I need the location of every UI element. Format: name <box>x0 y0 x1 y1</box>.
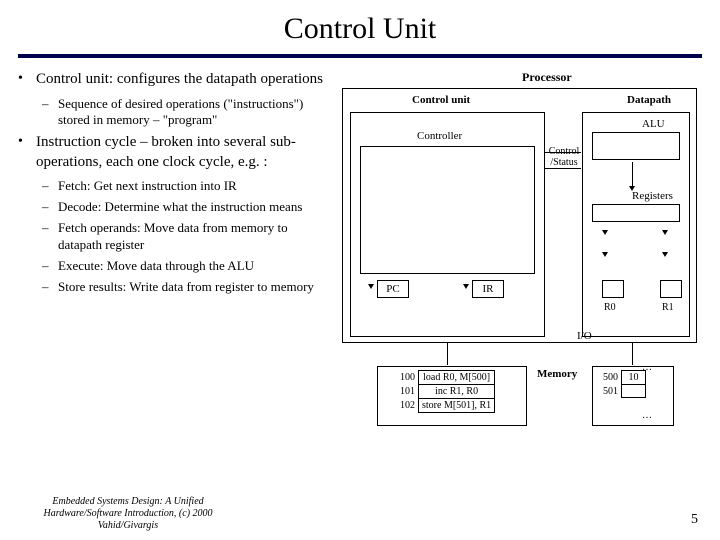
dash-marker: – <box>42 96 58 130</box>
page-number: 5 <box>691 512 698 528</box>
bullet-text: Decode: Determine what the instruction m… <box>58 199 302 216</box>
registers-box <box>592 204 680 222</box>
triangle-icon <box>629 186 635 191</box>
r1-label: R1 <box>662 302 674 313</box>
arrow-line <box>447 343 448 365</box>
bullet-text: Execute: Move data through the ALU <box>58 258 254 275</box>
memory-label: Memory <box>537 368 577 380</box>
bullet-2d: – Execute: Move data through the ALU <box>42 258 334 275</box>
instr-cell: inc R1, R0 <box>419 385 495 399</box>
addr-cell: 100 <box>397 371 419 385</box>
bullet-list: • Control unit: configures the datapath … <box>18 70 334 470</box>
triangle-icon <box>662 252 668 257</box>
table-row: 501 <box>600 385 646 398</box>
bullet-text: Sequence of desired operations ("instruc… <box>58 96 334 130</box>
content-area: • Control unit: configures the datapath … <box>18 70 702 470</box>
arrow-line <box>632 343 633 365</box>
table-row: 101inc R1, R0 <box>397 385 495 399</box>
dash-marker: – <box>42 199 58 216</box>
ellipsis-icon: … <box>642 410 654 421</box>
bullet-text: Instruction cycle – broken into several … <box>36 133 334 172</box>
program-memory-table: 100load R0, M[500] 101inc R1, R0 102stor… <box>397 370 495 413</box>
alu-label: ALU <box>642 118 665 130</box>
footer-citation: Embedded Systems Design: A Unified Hardw… <box>18 496 238 532</box>
arrow-line <box>545 152 581 153</box>
arrow-line <box>632 162 633 188</box>
slide: Control Unit • Control unit: configures … <box>0 0 720 540</box>
addr-cell: 500 <box>600 371 622 385</box>
bullet-text: Fetch: Get next instruction into IR <box>58 178 237 195</box>
ellipsis-icon: … <box>642 362 654 373</box>
triangle-icon <box>602 230 608 235</box>
arrow-line <box>545 168 581 169</box>
addr-cell: 501 <box>600 385 622 398</box>
processor-diagram: Processor Control unit Datapath Controll… <box>342 70 702 470</box>
bullet-2: • Instruction cycle – broken into severa… <box>18 133 334 172</box>
dash-marker: – <box>42 258 58 275</box>
pc-text: PC <box>386 283 399 295</box>
bullet-text: Control unit: configures the datapath op… <box>36 70 323 90</box>
addr-cell: 102 <box>397 399 419 413</box>
ir-text: IR <box>483 283 494 295</box>
title-underline <box>18 54 702 58</box>
triangle-icon <box>463 284 469 289</box>
control-unit-label: Control unit <box>412 94 470 106</box>
table-row: 102store M[501], R1 <box>397 399 495 413</box>
bullet-2a: – Fetch: Get next instruction into IR <box>42 178 334 195</box>
bullet-text: Store results: Write data from register … <box>58 279 314 296</box>
bullet-text: Fetch operands: Move data from memory to… <box>58 220 334 254</box>
dash-marker: – <box>42 279 58 296</box>
triangle-icon <box>602 252 608 257</box>
instr-cell: load R0, M[500] <box>419 371 495 385</box>
table-row: 50010 <box>600 371 646 385</box>
r1-box <box>660 280 682 298</box>
bullet-marker: • <box>18 133 36 172</box>
val-cell <box>622 385 646 398</box>
bullet-1: • Control unit: configures the datapath … <box>18 70 334 90</box>
footer-line1: Embedded Systems Design: A Unified <box>52 496 203 507</box>
instr-cell: store M[501], R1 <box>419 399 495 413</box>
registers-label: Registers <box>632 190 673 202</box>
processor-label: Processor <box>522 70 572 85</box>
bullet-2c: – Fetch operands: Move data from memory … <box>42 220 334 254</box>
dash-marker: – <box>42 178 58 195</box>
triangle-icon <box>662 230 668 235</box>
bullet-marker: • <box>18 70 36 90</box>
io-label: I/O <box>577 330 592 342</box>
triangle-icon <box>368 284 374 289</box>
controller-label: Controller <box>417 130 462 142</box>
bullet-2b: – Decode: Determine what the instruction… <box>42 199 334 216</box>
bullet-1a: – Sequence of desired operations ("instr… <box>42 96 334 130</box>
control-status-label: Control /Status <box>548 146 580 168</box>
alu-box <box>592 132 680 160</box>
pc-box: PC <box>377 280 409 298</box>
addr-cell: 101 <box>397 385 419 399</box>
table-row: 100load R0, M[500] <box>397 371 495 385</box>
dash-marker: – <box>42 220 58 254</box>
data-memory-table: 50010 501 <box>600 370 646 398</box>
diagram-area: Processor Control unit Datapath Controll… <box>342 70 702 470</box>
bullet-2e: – Store results: Write data from registe… <box>42 279 334 296</box>
controller-box <box>360 146 535 274</box>
datapath-label: Datapath <box>627 94 671 106</box>
r0-label: R0 <box>604 302 616 313</box>
footer-line2: Hardware/Software Introduction, (c) 2000… <box>43 508 212 531</box>
r0-box <box>602 280 624 298</box>
slide-title: Control Unit <box>18 12 702 46</box>
ir-box: IR <box>472 280 504 298</box>
